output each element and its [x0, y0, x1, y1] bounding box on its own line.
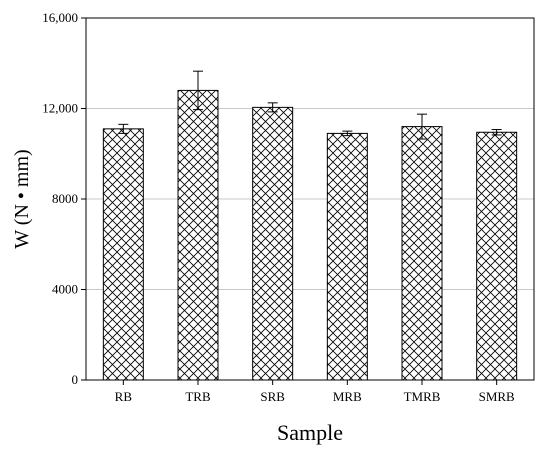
bar — [401, 126, 443, 381]
bar — [102, 128, 144, 381]
bar — [177, 89, 219, 381]
x-axis-ticks: RB TRB SRB MRB TMRB SMRB — [115, 380, 515, 404]
x-axis-label: Sample — [277, 420, 343, 445]
x-tick-label: MRB — [333, 389, 362, 404]
x-tick-label: RB — [115, 389, 133, 404]
x-tick-label: SMRB — [479, 389, 515, 404]
bars — [102, 89, 518, 381]
bar — [252, 106, 294, 381]
y-tick-label: 16,000 — [42, 10, 78, 25]
x-tick-label: TMRB — [404, 389, 441, 404]
y-tick-label: 4000 — [52, 282, 78, 297]
x-tick-label: SRB — [260, 389, 285, 404]
y-tick-label: 0 — [72, 372, 79, 387]
y-tick-label: 8000 — [52, 191, 78, 206]
bar — [476, 131, 518, 381]
y-axis-ticks: 0 4000 8000 12,000 16,000 — [42, 10, 86, 387]
y-tick-label: 12,000 — [42, 101, 78, 116]
grid-lines — [86, 108, 534, 290]
x-tick-label: TRB — [185, 389, 211, 404]
error-bars — [118, 70, 502, 140]
bar — [326, 132, 368, 381]
y-axis-label: W (N • mm) — [11, 149, 33, 248]
